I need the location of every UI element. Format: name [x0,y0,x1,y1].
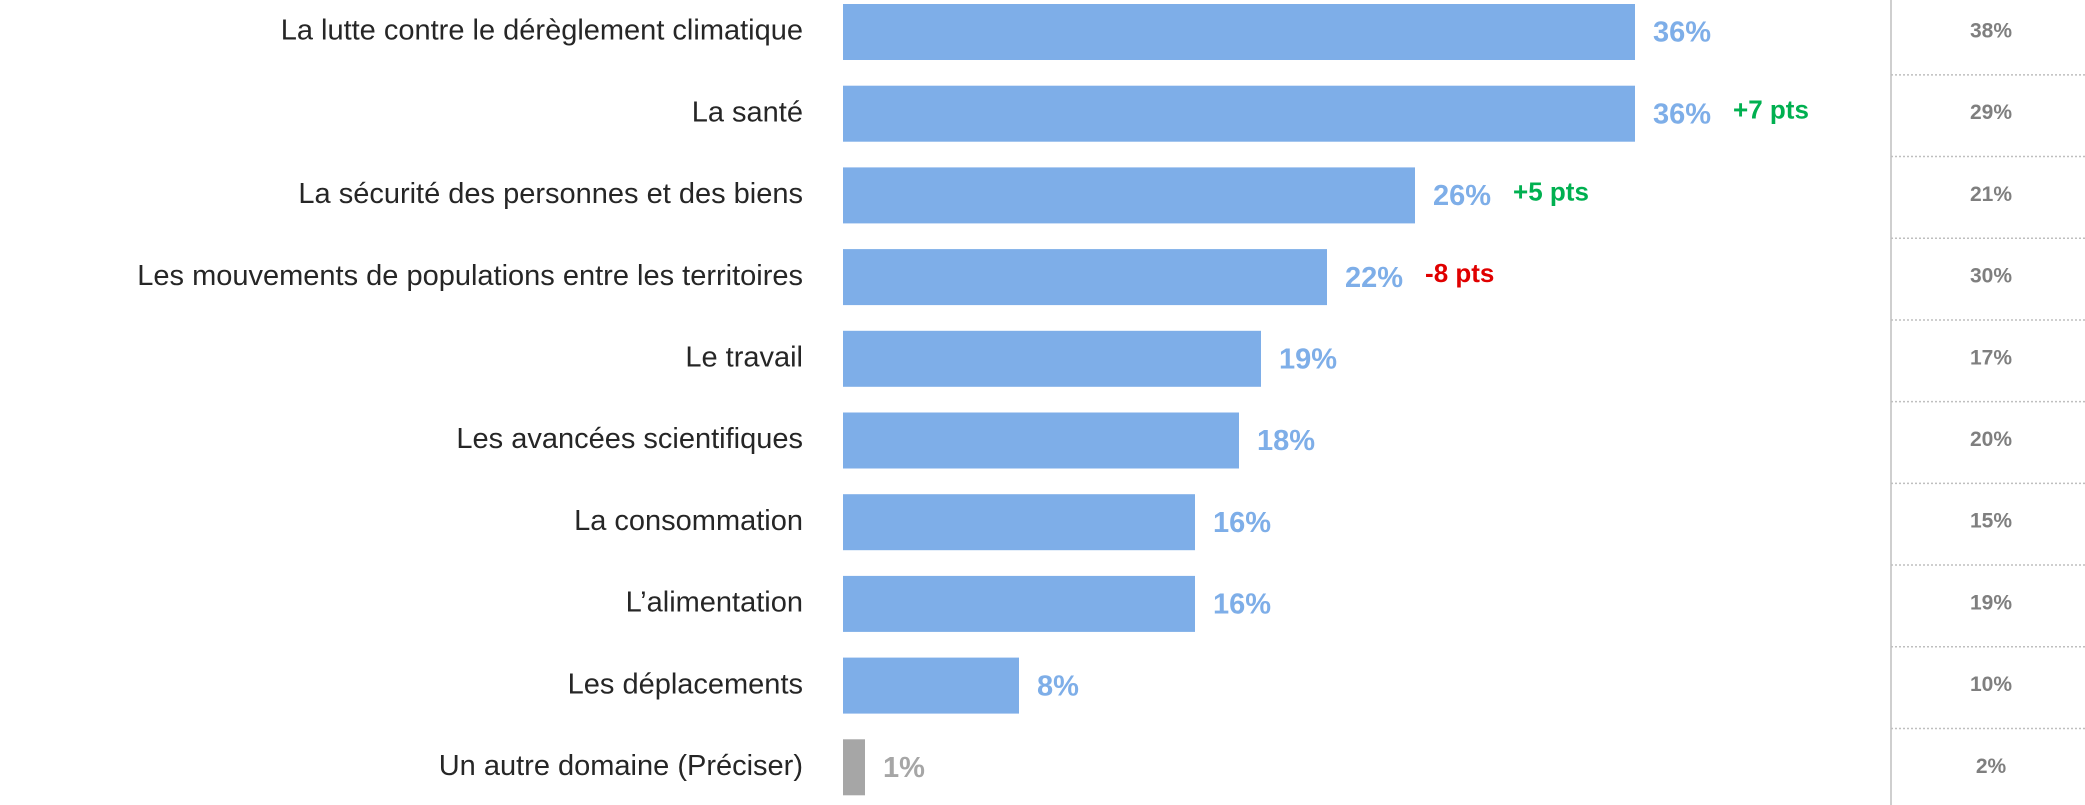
bar [843,85,1635,142]
comparison-value: 20% [1970,428,2012,451]
value-label: 36% [1653,17,1711,49]
change-label: +7 pts [1733,95,1809,125]
comparison-value: 17% [1970,346,2012,369]
bar [843,494,1195,551]
value-label: 26% [1433,180,1491,212]
category-label: Les avancées scientifiques [456,423,803,455]
bar [843,249,1327,306]
category-label: La consommation [574,505,803,537]
category-label: La sécurité des personnes et des biens [298,178,803,210]
bar [843,657,1019,714]
value-label: 22% [1345,262,1403,294]
bar [843,739,865,796]
comparison-value: 21% [1970,183,2012,206]
category-label: Les mouvements de populations entre les … [137,260,803,292]
value-label: 18% [1257,425,1315,457]
bar [843,4,1635,60]
value-label: 16% [1213,589,1271,621]
category-label: L’alimentation [626,587,803,619]
comparison-value: 2% [1976,755,2007,778]
comparison-value: 30% [1970,265,2012,288]
comparison-value: 15% [1970,510,2012,533]
value-label: 8% [1037,670,1079,702]
category-label: La santé [692,96,803,128]
change-label: -8 pts [1425,258,1494,288]
bar [843,412,1239,469]
bar [843,575,1195,632]
change-label: +5 pts [1513,176,1589,206]
value-label: 36% [1653,98,1711,130]
bar [843,330,1261,387]
value-label: 19% [1279,343,1337,375]
comparison-value: 38% [1970,20,2012,43]
comparison-value: 10% [1970,673,2012,696]
value-label: 16% [1213,507,1271,539]
category-label: La lutte contre le dérèglement climatiqu… [281,15,803,47]
category-label: Un autre domaine (Préciser) [439,750,803,782]
bar [843,167,1415,224]
comparison-value: 29% [1970,101,2012,124]
category-label: Le travail [685,341,803,373]
comparison-value: 19% [1970,591,2012,614]
value-label: 1% [883,752,925,784]
category-label: Les déplacements [568,668,803,700]
